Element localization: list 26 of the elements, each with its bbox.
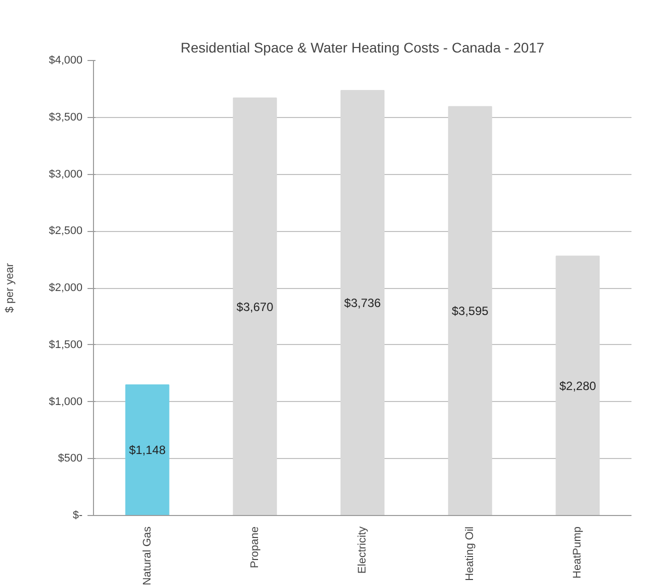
y-tick-label: $500 bbox=[58, 452, 83, 465]
x-tick-label: Natural Gas bbox=[141, 526, 154, 586]
y-tick-label: $2,000 bbox=[48, 282, 83, 294]
y-tick-label: $2,500 bbox=[48, 225, 83, 238]
y-tick-label: $- bbox=[72, 510, 83, 522]
data-label: $3,595 bbox=[452, 304, 489, 318]
data-label: $3,670 bbox=[236, 300, 274, 314]
bar bbox=[556, 256, 600, 516]
x-tick-label: HeatPump bbox=[572, 526, 584, 578]
data-label: $1,148 bbox=[128, 443, 166, 458]
bar bbox=[340, 90, 385, 516]
x-tick-label: Heating Oil bbox=[464, 526, 476, 581]
x-tick-label: Electricity bbox=[356, 526, 368, 574]
y-axis-title: $ per year bbox=[4, 262, 16, 313]
bar bbox=[125, 384, 170, 516]
data-label: $2,280 bbox=[559, 378, 596, 393]
y-tick-label: $3,500 bbox=[48, 111, 83, 124]
bar bbox=[232, 98, 277, 516]
chart-title: Residential Space & Water Heating Costs - Canada - 2017 bbox=[180, 40, 545, 56]
y-tick-label: $3,000 bbox=[48, 168, 83, 180]
y-tick-label: $1,000 bbox=[48, 396, 83, 408]
y-tick-label: $1,500 bbox=[48, 338, 83, 351]
bar bbox=[448, 106, 492, 516]
y-tick-label: $4,000 bbox=[48, 54, 83, 66]
data-label: $3,736 bbox=[344, 296, 382, 310]
x-tick-label: Propane bbox=[248, 526, 261, 568]
